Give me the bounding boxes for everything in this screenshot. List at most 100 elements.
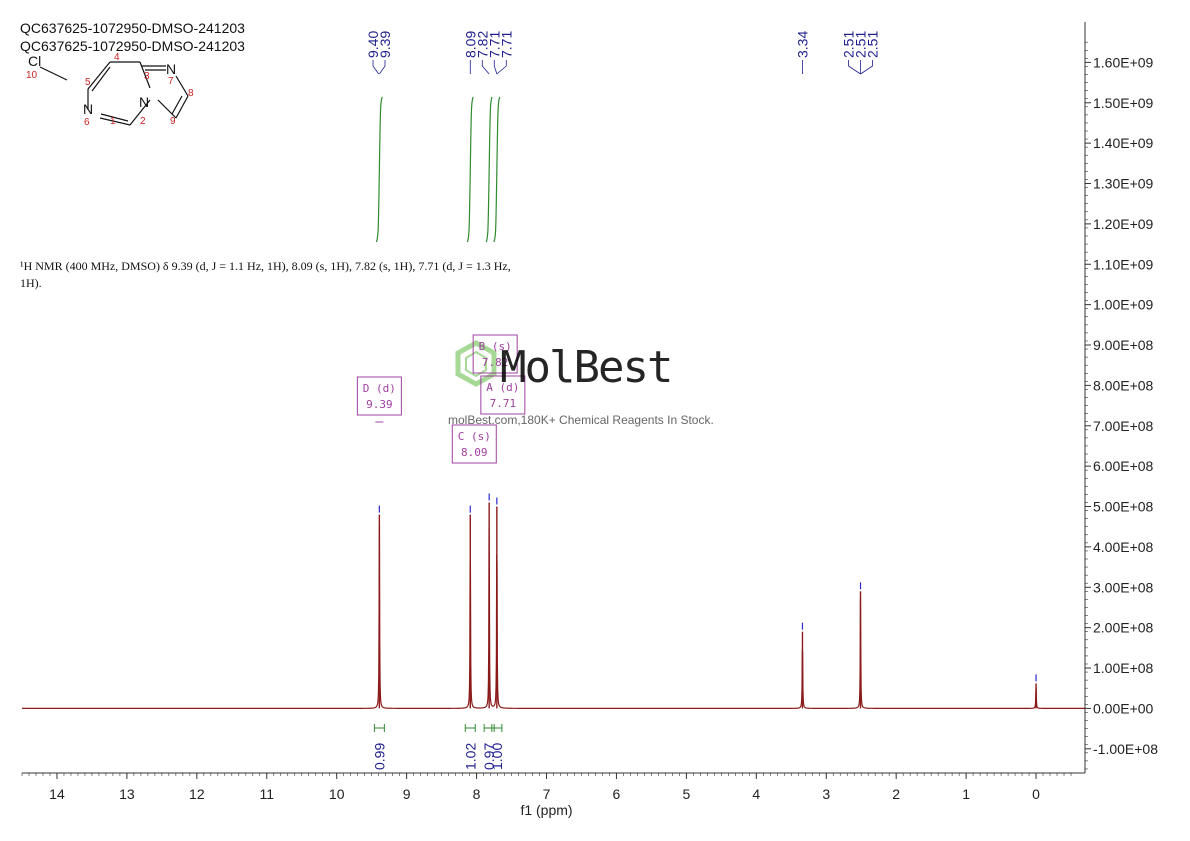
- x-tick-label: 1: [962, 786, 970, 802]
- nmr-description-line-1: ¹H NMR (400 MHz, DMSO) δ 9.39 (d, J = 1.…: [20, 259, 511, 273]
- y-tick-label: 9.00E+08: [1093, 337, 1154, 353]
- spectrum-line: [22, 525, 1085, 709]
- y-tick-label: 0.00E+00: [1093, 700, 1154, 716]
- integral-curve: [466, 96, 474, 243]
- y-tick-label: 4.00E+08: [1093, 539, 1154, 555]
- x-tick-label: 4: [752, 786, 760, 802]
- svg-text:4: 4: [114, 52, 120, 63]
- x-tick-label: 9: [403, 786, 411, 802]
- svg-text:1: 1: [110, 116, 116, 127]
- atom-n7: N: [166, 61, 176, 77]
- x-tick-label: 0: [1032, 786, 1040, 802]
- svg-text:8: 8: [188, 88, 194, 99]
- multiplets: D (d) 9.39 C (s) 8.09 B (s) 7.82 A (d) 7.71: [356, 334, 526, 464]
- y-tick-label: 1.10E+09: [1093, 256, 1154, 272]
- molbest-logo-icon: [455, 340, 497, 387]
- y-tick-label: 1.30E+09: [1093, 176, 1154, 192]
- y-tick-label: 5.00E+08: [1093, 499, 1154, 515]
- multiplet-shift: 8.09: [461, 446, 488, 459]
- integral-value: 1.02: [462, 743, 478, 770]
- peak-label: 2.51: [865, 31, 881, 58]
- y-tick-label: 1.00E+09: [1093, 297, 1154, 313]
- peak-label-connector: [496, 60, 507, 75]
- svg-text:3: 3: [144, 71, 150, 82]
- peak-label: 7.71: [486, 31, 502, 58]
- peak-label: 2.51: [841, 31, 857, 58]
- molecule-atom-numbers: 1 2 3 4 5 6 7 8 9 10: [26, 52, 194, 128]
- multiplet-box: [451, 424, 497, 464]
- x-tick-label: 5: [682, 786, 690, 802]
- x-tick-label: 6: [613, 786, 621, 802]
- peak-label-connector: [860, 60, 873, 75]
- axes: 14 13 12 11 10 9 8 7 6 5 4 3 2 1 0f1 (ppm)-1.00E+080.0…: [21, 22, 1158, 818]
- peak-labels: 9.409.39 8.097.827.717.71 3.34 2.512.512.51: [365, 31, 881, 75]
- svg-text:6: 6: [84, 117, 90, 128]
- spectrum-title-1: QC637625-1072950-DMSO-241203: [20, 20, 245, 36]
- multiplet-shift: 9.39: [366, 398, 393, 411]
- y-tick-label: 8.00E+08: [1093, 377, 1154, 393]
- x-tick-label: 2: [892, 786, 900, 802]
- molecule-structure: [39, 61, 189, 126]
- peak-label-connector: [493, 60, 498, 75]
- peak-label: 2.51: [853, 31, 869, 58]
- watermark-brand: MolBest: [500, 342, 673, 393]
- atom-n6: N: [83, 101, 93, 117]
- integral-value: 1.00: [489, 743, 505, 770]
- x-tick-label: 12: [189, 786, 205, 802]
- x-tick-label: 8: [473, 786, 481, 802]
- y-tick-label: 1.00E+08: [1093, 660, 1154, 676]
- multiplet-label: C (s): [458, 430, 491, 443]
- multiplet-label: A (d): [486, 381, 519, 394]
- svg-text:9: 9: [170, 116, 176, 127]
- peak-label-connector: [481, 60, 490, 75]
- watermark-tagline: molBest.com,180K+ Chemical Reagents In S…: [448, 413, 714, 427]
- multiplet-box: [480, 375, 526, 415]
- integral-value: 0.99: [371, 743, 387, 770]
- x-tick-label: 7: [543, 786, 551, 802]
- x-tick-label: 11: [259, 786, 274, 802]
- svg-text:2: 2: [140, 116, 146, 127]
- y-tick-label: 7.00E+08: [1093, 418, 1154, 434]
- y-tick-label: 1.20E+09: [1093, 216, 1154, 232]
- multiplet-box: [472, 334, 518, 374]
- multiplet-shift: 7.71: [490, 397, 517, 410]
- svg-text:10: 10: [26, 70, 38, 81]
- nmr-description: ¹H NMR (400 MHz, DMSO) δ 9.39 (d, J = 1.…: [20, 258, 620, 292]
- integral-curve: [485, 96, 493, 243]
- multiplet-label: D (d): [363, 382, 396, 395]
- peak-label: 3.34: [794, 31, 810, 58]
- y-tick-label: 1.60E+09: [1093, 54, 1154, 70]
- peak-label-connector: [848, 60, 861, 75]
- peak-label-connector: [379, 60, 386, 75]
- integral-curves: [375, 96, 501, 243]
- atom-n2: N: [139, 94, 149, 110]
- x-tick-label: 14: [49, 786, 65, 802]
- y-tick-label: -1.00E+08: [1093, 741, 1158, 757]
- peak-label: 9.40: [365, 31, 381, 58]
- integrals: 0.99 1.02 0.971.00: [371, 724, 505, 770]
- multiplet-box: [356, 376, 402, 416]
- y-tick-label: 2.00E+08: [1093, 620, 1154, 636]
- x-tick-label: 13: [119, 786, 135, 802]
- y-tick-label: 6.00E+08: [1093, 458, 1154, 474]
- y-tick-label: 1.40E+09: [1093, 135, 1154, 151]
- x-tick-label: 10: [329, 786, 345, 802]
- integral-value: 0.97: [481, 743, 497, 770]
- integral-curve: [375, 96, 383, 243]
- y-tick-label: 3.00E+08: [1093, 579, 1154, 595]
- multiplet-label: B (s): [479, 340, 512, 353]
- x-tick-label: 3: [822, 786, 830, 802]
- molecule-atom-labels: Cl N N N: [28, 53, 176, 117]
- nmr-description-line-2: 1H).: [20, 276, 42, 290]
- peak-label-connector: [372, 60, 379, 75]
- spectrum-title-2: QC637625-1072950-DMSO-241203: [20, 38, 245, 54]
- peak-label: 7.82: [474, 31, 490, 58]
- y-tick-label: 1.50E+09: [1093, 95, 1154, 111]
- multiplet-shift: 7.82: [482, 356, 509, 369]
- peak-label: 8.09: [462, 31, 478, 58]
- integral-curve: [493, 96, 501, 243]
- atom-cl: Cl: [28, 53, 41, 69]
- peak-label: 9.39: [377, 31, 393, 58]
- svg-text:7: 7: [168, 76, 174, 87]
